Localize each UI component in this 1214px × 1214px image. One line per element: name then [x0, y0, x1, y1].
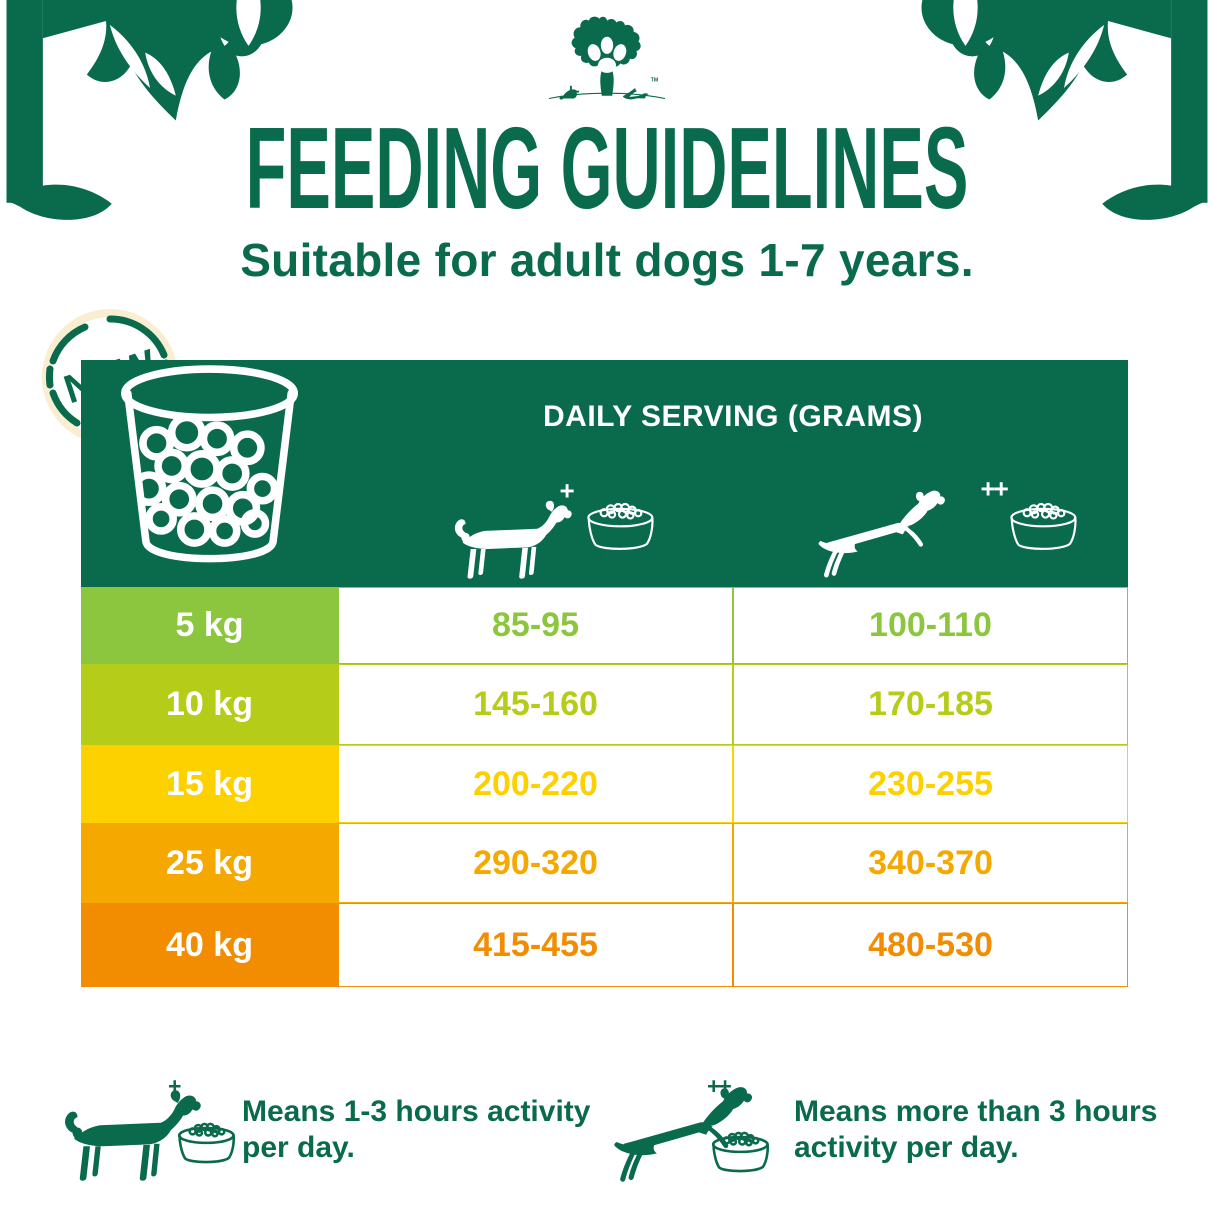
svg-text:TM: TM: [651, 77, 659, 83]
